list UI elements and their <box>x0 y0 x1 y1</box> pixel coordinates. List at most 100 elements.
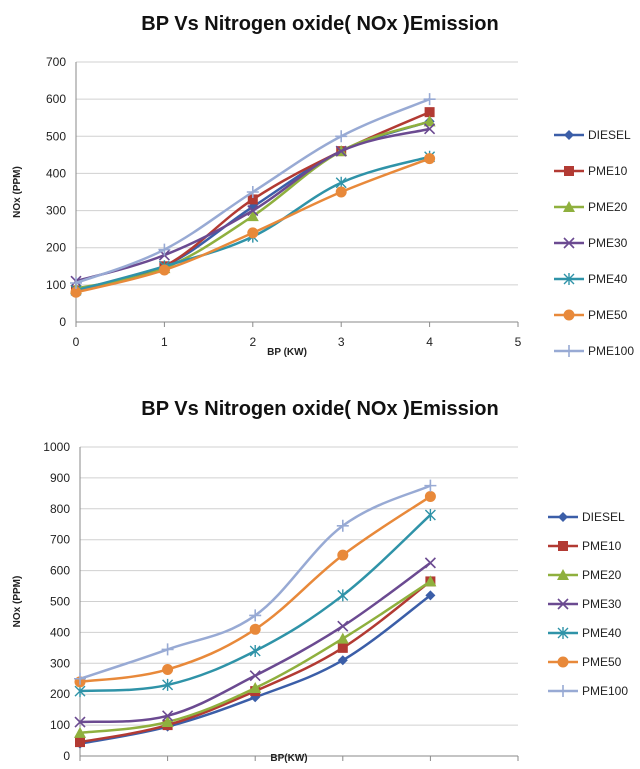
legend: DIESEL PME10 PME20 PME30 PME40 PME50 PME100 <box>554 128 634 358</box>
y-axis-label: NOx (PPM) <box>12 576 23 628</box>
legend-marker <box>557 656 569 668</box>
legend-marker <box>557 627 569 639</box>
x-tick-label: 5 <box>515 335 522 349</box>
data-point <box>424 479 437 492</box>
legend-item: PME20 <box>554 200 628 214</box>
legend-item: PME20 <box>548 568 622 582</box>
legend-item: DIESEL <box>554 128 631 142</box>
data-point <box>75 737 85 748</box>
legend-marker <box>558 512 568 522</box>
data-point <box>74 672 86 685</box>
legend-label: PME50 <box>588 308 628 322</box>
legend-marker <box>564 166 574 176</box>
data-point <box>336 632 349 644</box>
data-point <box>424 508 436 521</box>
series-pme30 <box>74 557 436 728</box>
x-tick-label: 2 <box>249 335 256 349</box>
y-tick-label: 900 <box>50 471 70 485</box>
data-point <box>337 642 348 653</box>
data-point <box>335 186 347 198</box>
chart-1: BP Vs Nitrogen oxide( NOx )Emission 0 100 2… <box>12 13 634 358</box>
legend-marker <box>557 598 569 610</box>
data-point <box>249 682 262 694</box>
data-point <box>425 590 436 601</box>
data-point <box>337 655 348 666</box>
data-point <box>424 123 436 135</box>
chart-2-svg: BP Vs Nitrogen oxide( NOx )Emission 0 100 2… <box>12 398 628 764</box>
legend-label: PME30 <box>582 597 622 611</box>
y-tick-label: 400 <box>50 625 70 639</box>
legend-marker <box>564 130 574 140</box>
legend-label: PME40 <box>588 272 628 286</box>
data-point <box>249 609 262 622</box>
data-point <box>247 227 259 239</box>
series-pme20 <box>74 575 437 738</box>
series-line <box>75 157 431 294</box>
data-point <box>335 130 348 143</box>
y-tick-label: 600 <box>46 92 66 106</box>
data-point <box>70 286 82 298</box>
legend-label: DIESEL <box>582 510 625 524</box>
data-point <box>424 575 437 587</box>
series-pme40 <box>70 150 436 297</box>
legend-item: PME10 <box>554 164 628 178</box>
legend-item: PME10 <box>548 539 622 553</box>
data-point <box>162 678 174 691</box>
legend: DIESEL PME10 PME20 PME30 PME40 PME50 PME100 <box>548 510 628 698</box>
data-point <box>246 210 259 222</box>
legend-marker <box>563 273 575 285</box>
legend-label: PME20 <box>588 200 628 214</box>
legend-marker <box>558 541 568 551</box>
data-point <box>249 623 261 635</box>
y-tick-label: 700 <box>46 55 66 69</box>
y-tick-label: 700 <box>50 533 70 547</box>
legend-item: PME100 <box>554 344 634 358</box>
data-point <box>249 644 261 657</box>
y-tick-label: 1000 <box>43 440 70 454</box>
y-tick-label: 300 <box>46 204 66 218</box>
y-tick-label: 800 <box>50 502 70 516</box>
chart-2: BP Vs Nitrogen oxide( NOx )Emission 0 100 2… <box>0 385 640 769</box>
y-tick-label: 300 <box>50 656 70 670</box>
data-point <box>424 153 436 165</box>
data-point <box>158 243 171 256</box>
data-point <box>424 490 436 502</box>
y-tick-label: 100 <box>50 718 70 732</box>
data-point <box>246 186 259 198</box>
x-tick-label: 1 <box>161 335 168 349</box>
series-pme100 <box>70 93 436 289</box>
legend-marker <box>563 201 575 212</box>
x-axis-label: BP (KW) <box>267 347 307 358</box>
legend-label: PME10 <box>582 539 622 553</box>
data-point <box>423 93 436 106</box>
y-tick-label: 500 <box>46 129 66 143</box>
legend-item: PME30 <box>548 597 622 611</box>
legend-item: PME50 <box>554 308 628 322</box>
legend-label: PME100 <box>582 684 628 698</box>
data-point <box>161 716 174 728</box>
y-axis-label: NOx (PPM) <box>12 166 23 218</box>
x-tick-label: 3 <box>338 335 345 349</box>
data-point <box>337 620 349 632</box>
data-point <box>337 589 349 602</box>
legend-label: PME20 <box>582 568 622 582</box>
y-tick-label: 0 <box>59 315 66 329</box>
data-point <box>70 277 82 289</box>
y-tick-label: 200 <box>46 241 66 255</box>
series-pme50 <box>70 153 436 298</box>
chart-1-svg: BP Vs Nitrogen oxide( NOx )Emission 0 100 2… <box>12 13 634 358</box>
x-tick-label: 4 <box>426 335 433 349</box>
series-line <box>79 580 432 735</box>
data-point <box>74 716 86 728</box>
data-point <box>158 264 170 276</box>
y-tick-label: 600 <box>50 564 70 578</box>
legend-label: PME50 <box>582 655 622 669</box>
legend-item: PME40 <box>554 272 628 286</box>
legend-marker <box>563 345 575 357</box>
legend-item: PME30 <box>554 236 628 250</box>
series-pme100 <box>74 479 437 685</box>
legend-label: PME10 <box>588 164 628 178</box>
legend-marker <box>557 569 569 580</box>
data-point <box>336 519 349 532</box>
data-point <box>249 670 261 682</box>
